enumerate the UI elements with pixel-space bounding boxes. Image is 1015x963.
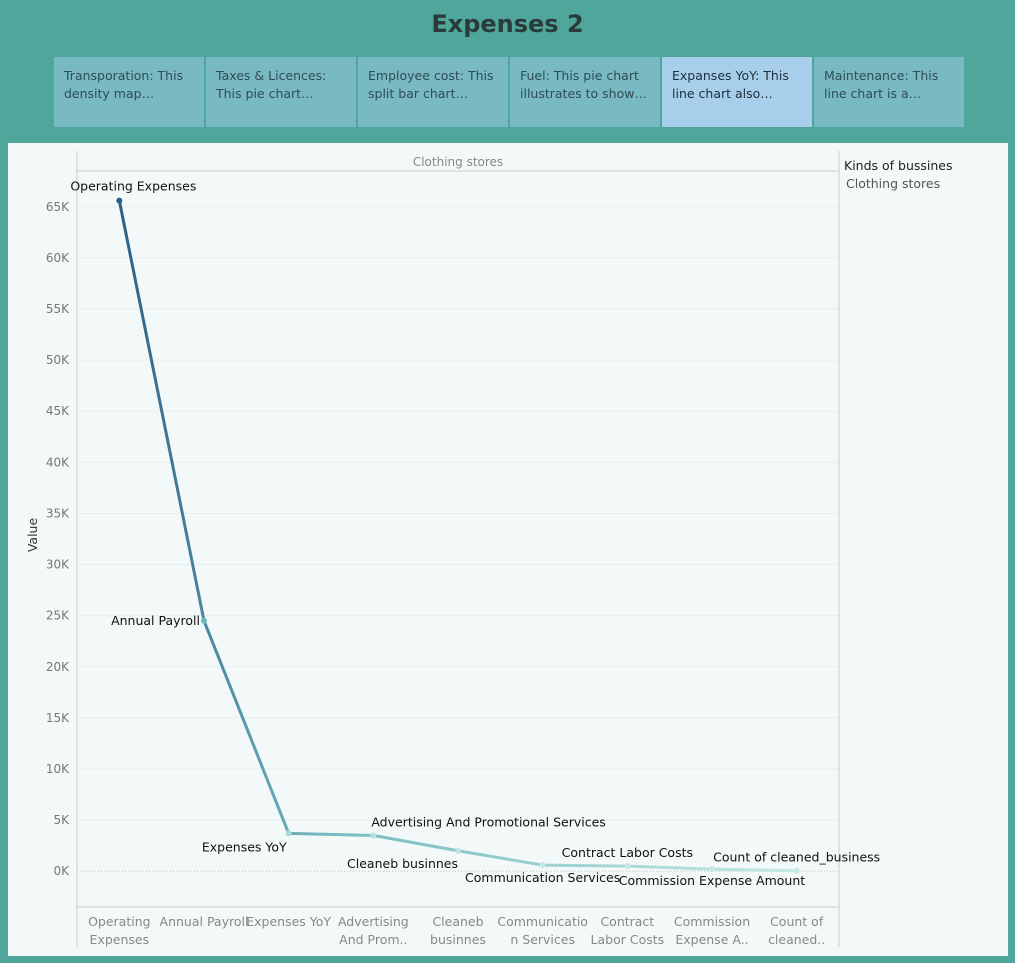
x-tick-label: Cleaneb businnes [430, 914, 486, 947]
data-point[interactable] [624, 863, 631, 870]
y-tick-label: 55K [46, 302, 70, 316]
tab-transportation[interactable]: Transporation: This density map distribu… [54, 57, 204, 127]
y-tick-label: 15K [46, 711, 70, 725]
y-tick-label: 35K [46, 506, 70, 520]
y-tick-label: 20K [46, 660, 70, 674]
data-point[interactable] [201, 617, 207, 624]
point-label: Count of cleaned_business [713, 850, 880, 865]
data-point[interactable] [370, 832, 377, 839]
story-tabs: Transporation: This density map distribu… [54, 57, 964, 127]
point-label: Communication Services [465, 870, 620, 885]
x-tick-label: Contract Labor Costs [591, 914, 665, 947]
tab-maintenance[interactable]: Maintenance: This line chart is a graphi… [814, 57, 964, 127]
data-point[interactable] [116, 197, 123, 204]
y-tick-label: 25K [46, 609, 70, 623]
legend-title: Kinds of bussines [844, 158, 953, 173]
tab-employee-cost[interactable]: Employee cost: This split bar chart prov… [358, 57, 508, 127]
y-tick-label: 65K [46, 200, 70, 214]
data-point[interactable] [709, 866, 715, 873]
point-label: Operating Expenses [70, 179, 196, 194]
y-tick-label: 45K [46, 404, 70, 418]
x-tick-label: Expenses YoY [246, 914, 331, 929]
y-tick-label: 5K [53, 813, 70, 827]
x-tick-label: Advertising And Prom.. [338, 914, 409, 947]
data-point[interactable] [793, 867, 800, 874]
x-tick-label: Communicatio n Services [497, 914, 588, 947]
tab-fuel[interactable]: Fuel: This pie chart illustrates to show… [510, 57, 660, 127]
x-tick-label: Annual Payroll [160, 914, 249, 929]
tab-taxes-licences[interactable]: Taxes & Licences: This pie chart illustr… [206, 57, 356, 127]
data-point[interactable] [455, 847, 461, 854]
point-label: Annual Payroll [111, 613, 200, 628]
page-title: Expenses 2 [431, 10, 584, 38]
point-label: Cleaneb businnes [347, 856, 458, 871]
point-label: Expenses YoY [202, 839, 287, 854]
y-tick-label: 40K [46, 455, 70, 469]
x-tick-label: Commission Expense A.. [674, 914, 750, 947]
y-tick-label: 30K [46, 558, 70, 572]
y-tick-label: 60K [46, 251, 70, 265]
legend-item-clothing-stores[interactable]: Clothing stores [846, 176, 941, 191]
y-tick-label: 10K [46, 762, 70, 776]
point-label: Advertising And Promotional Services [371, 814, 605, 829]
y-axis-title: Value [25, 518, 40, 553]
y-tick-label: 50K [46, 353, 70, 367]
data-point[interactable] [539, 862, 546, 869]
tab-expanses-yoy[interactable]: Expanses YoY: This line chart also refer… [662, 57, 812, 127]
point-label: Contract Labor Costs [562, 845, 693, 860]
series-line [117, 200, 797, 873]
data-point[interactable] [285, 830, 292, 837]
x-tick-label: Count of cleaned.. [768, 914, 825, 947]
point-label: Commission Expense Amount [619, 873, 805, 888]
panel-header: Clothing stores [413, 155, 503, 169]
y-tick-label: 0K [53, 864, 70, 878]
x-tick-label: Operating Expenses [88, 914, 151, 947]
